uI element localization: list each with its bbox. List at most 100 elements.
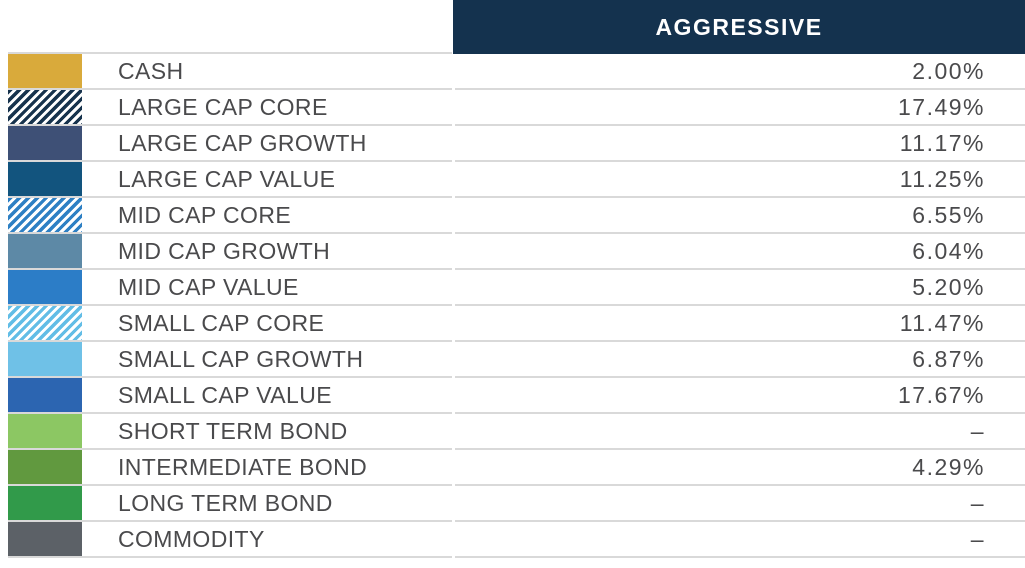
asset-color-swatch [8, 414, 82, 448]
table-row: INTERMEDIATE BOND 4.29% [8, 448, 1025, 484]
asset-class-label: LARGE CAP CORE [118, 93, 328, 120]
allocation-cell: 11.25% [455, 160, 1025, 196]
asset-class-cell: LARGE CAP VALUE [8, 160, 452, 196]
table-row: SMALL CAP GROWTH 6.87% [8, 340, 1025, 376]
asset-class-label: LARGE CAP VALUE [118, 165, 336, 192]
allocation-value: 11.25% [899, 165, 985, 192]
allocation-cell: 17.49% [455, 88, 1025, 124]
asset-color-swatch [8, 306, 82, 340]
column-divider [452, 520, 455, 558]
column-divider [452, 412, 455, 448]
asset-class-cell: SMALL CAP VALUE [8, 376, 452, 412]
table-row: SMALL CAP CORE 11.47% [8, 304, 1025, 340]
asset-color-swatch [8, 450, 82, 484]
asset-color-swatch [8, 126, 82, 160]
table-row: LONG TERM BOND – [8, 484, 1025, 520]
column-divider [452, 88, 455, 124]
column-divider [452, 232, 455, 268]
asset-class-label: SMALL CAP CORE [118, 309, 325, 336]
portfolio-column-header: AGGRESSIVE [453, 0, 1025, 54]
column-divider [452, 376, 455, 412]
asset-class-label: SMALL CAP GROWTH [118, 345, 364, 372]
table-row: COMMODITY – [8, 520, 1025, 558]
asset-color-swatch [8, 162, 82, 196]
asset-class-label: LONG TERM BOND [118, 489, 333, 516]
asset-color-swatch [8, 270, 82, 304]
asset-color-swatch [8, 234, 82, 268]
column-divider [452, 448, 455, 484]
asset-color-swatch [8, 378, 82, 412]
asset-class-cell: SMALL CAP CORE [8, 304, 452, 340]
table-row: CASH 2.00% [8, 52, 1025, 88]
asset-class-cell: MID CAP CORE [8, 196, 452, 232]
asset-class-label: MID CAP CORE [118, 201, 292, 228]
allocation-cell: 2.00% [455, 52, 1025, 88]
allocation-cell: 6.55% [455, 196, 1025, 232]
asset-class-cell: COMMODITY [8, 520, 452, 558]
allocation-value: 2.00% [912, 57, 985, 84]
column-divider [452, 124, 455, 160]
asset-color-swatch [8, 198, 82, 232]
column-divider [452, 304, 455, 340]
portfolio-column-header-label: AGGRESSIVE [655, 13, 823, 40]
asset-color-swatch [8, 342, 82, 376]
table-row: MID CAP CORE 6.55% [8, 196, 1025, 232]
allocation-cell: 6.04% [455, 232, 1025, 268]
asset-class-label: MID CAP VALUE [118, 273, 299, 300]
asset-class-label: MID CAP GROWTH [118, 237, 331, 264]
table-row: MID CAP GROWTH 6.04% [8, 232, 1025, 268]
allocation-value: 17.67% [897, 381, 985, 408]
allocation-value: – [970, 489, 985, 516]
table-row: LARGE CAP CORE 17.49% [8, 88, 1025, 124]
asset-class-label: LARGE CAP GROWTH [118, 129, 367, 156]
asset-class-cell: MID CAP VALUE [8, 268, 452, 304]
asset-color-swatch [8, 90, 82, 124]
allocation-cell: 6.87% [455, 340, 1025, 376]
asset-class-cell: LARGE CAP CORE [8, 88, 452, 124]
allocation-value: 11.47% [899, 309, 985, 336]
allocation-cell: 4.29% [455, 448, 1025, 484]
table-row: LARGE CAP GROWTH 11.17% [8, 124, 1025, 160]
allocation-cell: – [455, 520, 1025, 558]
allocation-value: – [970, 525, 985, 552]
table-row: MID CAP VALUE 5.20% [8, 268, 1025, 304]
allocation-cell: – [455, 484, 1025, 520]
allocation-cell: 5.20% [455, 268, 1025, 304]
allocation-value: – [970, 417, 985, 444]
asset-class-label: INTERMEDIATE BOND [118, 453, 368, 480]
table-row: SHORT TERM BOND – [8, 412, 1025, 448]
allocation-cell: 11.17% [455, 124, 1025, 160]
asset-class-cell: SHORT TERM BOND [8, 412, 452, 448]
allocation-table: CASH 2.00% LARGE CAP CORE 17.49% LARGE C… [8, 52, 1025, 558]
allocation-cell: – [455, 412, 1025, 448]
asset-class-label: COMMODITY [118, 525, 265, 552]
asset-class-cell: LONG TERM BOND [8, 484, 452, 520]
column-divider [452, 52, 455, 88]
allocation-value: 6.87% [912, 345, 985, 372]
column-divider [452, 160, 455, 196]
asset-class-label: SMALL CAP VALUE [118, 381, 332, 408]
allocation-value: 4.29% [912, 453, 985, 480]
allocation-value: 17.49% [897, 93, 985, 120]
asset-class-cell: CASH [8, 52, 452, 88]
allocation-value: 5.20% [912, 273, 985, 300]
allocation-value: 6.04% [912, 237, 985, 264]
asset-class-cell: INTERMEDIATE BOND [8, 448, 452, 484]
asset-color-swatch [8, 486, 82, 520]
column-divider [452, 340, 455, 376]
asset-class-cell: LARGE CAP GROWTH [8, 124, 452, 160]
asset-class-label: SHORT TERM BOND [118, 417, 348, 444]
allocation-value: 11.17% [899, 129, 985, 156]
table-row: LARGE CAP VALUE 11.25% [8, 160, 1025, 196]
table-row: SMALL CAP VALUE 17.67% [8, 376, 1025, 412]
allocation-cell: 11.47% [455, 304, 1025, 340]
asset-class-cell: SMALL CAP GROWTH [8, 340, 452, 376]
allocation-value: 6.55% [912, 201, 985, 228]
column-divider [452, 196, 455, 232]
column-divider [452, 484, 455, 520]
asset-color-swatch [8, 522, 82, 556]
column-divider [452, 268, 455, 304]
allocation-cell: 17.67% [455, 376, 1025, 412]
asset-color-swatch [8, 54, 82, 88]
